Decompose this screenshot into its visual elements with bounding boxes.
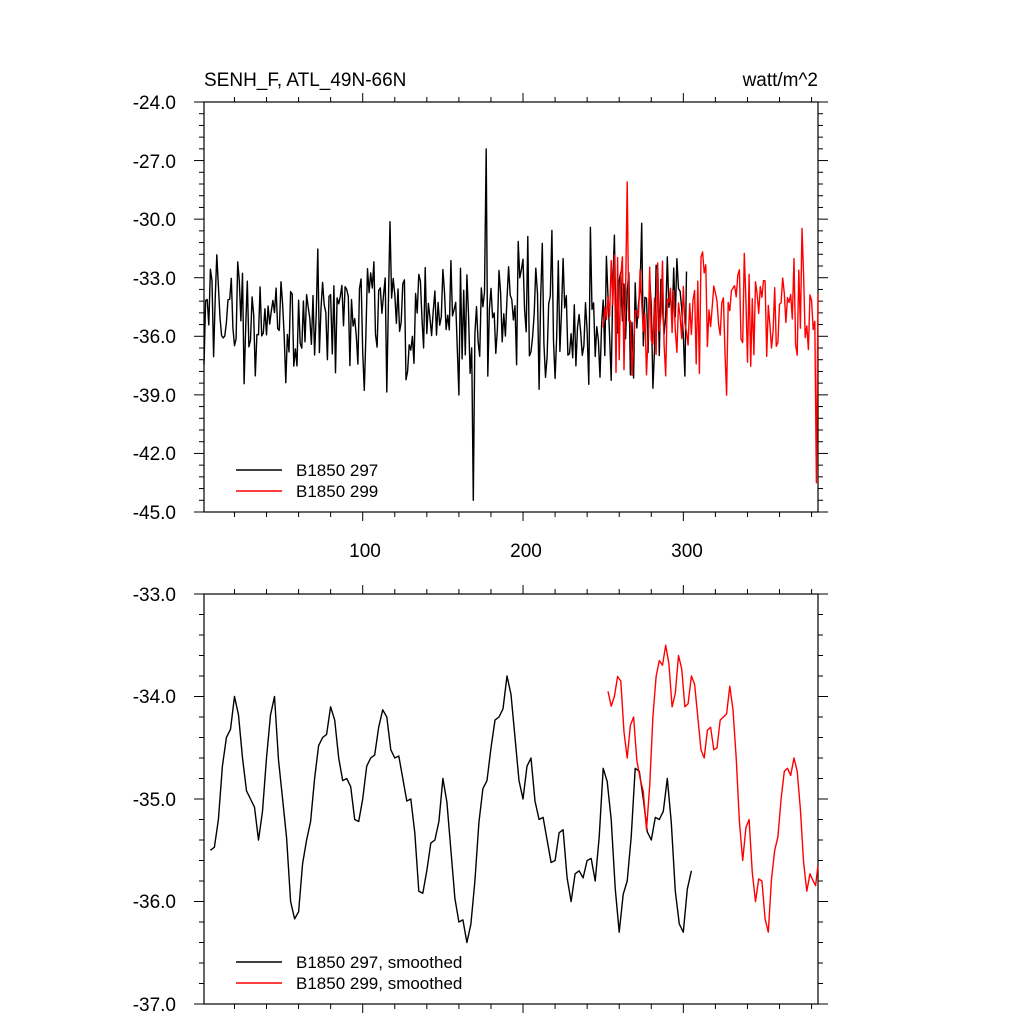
top-x-tick-label: 200 — [510, 541, 542, 562]
top-y-tick-label: -33.0 — [133, 269, 176, 290]
top-series-group — [203, 148, 819, 501]
bottom-y-tick-label: -36.0 — [133, 892, 176, 913]
bottom-panel: -37.0 -36.0 -35.0 -34.0 -33.0 B1850 297,… — [133, 585, 828, 1016]
bottom-y-tick-label: -37.0 — [133, 995, 176, 1016]
top-x-tick-label: 300 — [671, 541, 703, 562]
top-title: SENH_F, ATL_49N-66N — [204, 70, 406, 91]
bottom-axis-ticks — [194, 585, 828, 1013]
top-x-tick-labels: 100 200 300 — [349, 541, 703, 562]
series-line-b1850-299 — [602, 181, 819, 484]
series-line-b1850-297-smoothed — [209, 675, 693, 944]
top-x-tick-label: 100 — [349, 541, 381, 562]
bottom-y-tick-label: -34.0 — [133, 687, 176, 708]
bottom-series-group — [209, 644, 819, 944]
top-y-tick-label: -36.0 — [133, 327, 176, 348]
top-plot-frame — [203, 101, 819, 513]
series-line-b1850-299-smoothed — [607, 644, 819, 933]
top-legend-label-299: B1850 299 — [296, 482, 378, 501]
bottom-y-tick-label: -33.0 — [133, 585, 176, 606]
top-legend-label-297: B1850 297 — [296, 461, 378, 480]
top-panel: SENH_F, ATL_49N-66N watt/m^2 -45.0 -42.0… — [133, 70, 828, 562]
top-legend: B1850 297 B1850 299 — [236, 461, 378, 501]
top-y-tick-label: -42.0 — [133, 444, 176, 465]
top-axis-ticks — [194, 93, 828, 521]
series-line-b1850-297 — [203, 148, 688, 501]
bottom-plot-frame — [203, 593, 819, 1005]
bottom-legend-label-299: B1850 299, smoothed — [296, 974, 462, 993]
bottom-y-tick-label: -35.0 — [133, 790, 176, 811]
bottom-legend: B1850 297, smoothed B1850 299, smoothed — [236, 953, 462, 993]
top-y-tick-label: -24.0 — [133, 93, 176, 114]
top-units: watt/m^2 — [742, 70, 818, 91]
top-y-tick-labels: -45.0 -42.0 -39.0 -36.0 -33.0 -30.0 -27.… — [133, 93, 176, 524]
top-y-tick-label: -30.0 — [133, 210, 176, 231]
top-y-tick-label: -27.0 — [133, 152, 176, 173]
bottom-legend-label-297: B1850 297, smoothed — [296, 953, 462, 972]
top-y-tick-label: -45.0 — [133, 503, 176, 524]
bottom-y-tick-labels: -37.0 -36.0 -35.0 -34.0 -33.0 — [133, 585, 176, 1016]
top-y-tick-label: -39.0 — [133, 386, 176, 407]
